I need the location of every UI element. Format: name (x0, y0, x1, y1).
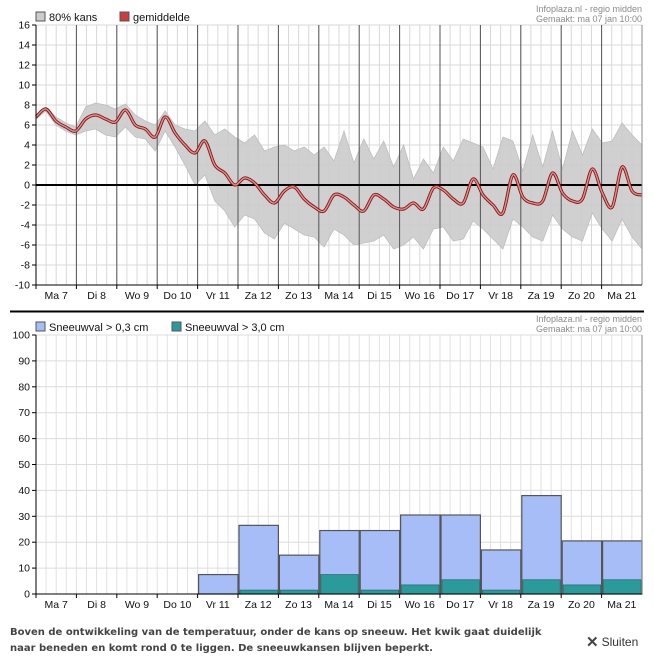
snow-x-day-label: Zo 13 (285, 599, 312, 611)
snow-legend-light-swatch (35, 321, 46, 332)
snow-x-day-label: Ma 21 (607, 599, 636, 611)
snow-x-day-label: Ma 14 (324, 599, 353, 611)
snow-bar-heavy (360, 589, 400, 595)
temp-plot (34, 25, 643, 285)
snow-x-day-label: Ma 7 (45, 599, 69, 611)
temp-y-tick-label: -6 (21, 240, 30, 252)
snow-bar-heavy (320, 574, 359, 595)
snow-x-day-label: Wo 16 (405, 599, 435, 611)
temp-x-day-label: Ma 14 (324, 290, 353, 302)
temp-x-day-label: Di 15 (367, 290, 392, 302)
snow-bar-heavy (239, 589, 278, 595)
temp-y-tick-label: -2 (21, 200, 30, 212)
temp-y-tick-label: -4 (21, 220, 30, 232)
snow-bar-light (278, 554, 320, 595)
snow-bar-heavy (441, 579, 480, 595)
snow-x-day-label: Di 15 (367, 599, 392, 611)
temp-x-day-label: Ma 7 (45, 290, 69, 302)
snow-legend-heavy-label: Sneeuwval > 3,0 cm (185, 322, 284, 334)
snow-y-tick-label: 30 (18, 511, 30, 523)
caption-text: Boven de ontwikkeling van de temperatuur… (10, 627, 542, 654)
temp-y-tick-label: 2 (24, 160, 30, 172)
temp-y-tick-label: 8 (24, 100, 30, 112)
temp-x-day-label: Za 12 (245, 290, 272, 302)
snow-bar-light (480, 549, 522, 595)
snow-bar-heavy (603, 579, 642, 595)
snow-bar-heavy (401, 584, 440, 595)
snow-y-tick-label: 40 (18, 485, 30, 497)
snow-chart: Sneeuwval > 0,3 cm Sneeuwval > 3,0 cm In… (12, 314, 643, 611)
temp-y-tick-label: -10 (15, 280, 30, 292)
snow-x-day-label: Wo 9 (125, 599, 149, 611)
temp-x-axis: Ma 7 Di 8 Wo 9 Do 10 Vr 11 Za 12 Zo 13 Ma 14 Di … (35, 284, 642, 302)
snow-credit-date: Gemaakt: ma 07 jan 10:00 (536, 324, 642, 334)
snow-x-day-label: Do 10 (163, 599, 191, 611)
temperature-chart: 80% kans gemiddelde Infoplaza.nl - regio… (15, 4, 643, 302)
snow-y-tick-label: 50 (18, 459, 30, 471)
temp-mean-line (35, 108, 643, 215)
snow-y-tick-label: 70 (18, 407, 30, 419)
snow-y-tick-label: 80 (18, 381, 30, 393)
temp-credit-source: Infoplaza.nl - regio midden (536, 4, 642, 14)
temp-y-tick-label: 6 (24, 120, 30, 132)
snow-y-tick-label: 10 (18, 563, 30, 575)
temp-y-axis: 16 14 12 10 8 6 4 2 0 -2 -4 -6 -8 -10 (15, 20, 643, 292)
temp-y-tick-label: -8 (21, 260, 30, 272)
temp-y-tick-label: 14 (18, 40, 30, 52)
temp-x-day-label: Vr 11 (206, 290, 230, 302)
snow-x-day-label: Di 8 (87, 599, 106, 611)
snow-legend-light-label: Sneeuwval > 0,3 cm (49, 322, 148, 334)
snow-x-axis: Ma 7 Di 8 Wo 9 Do 10 Vr 11 Za 12 Zo 13 Ma 14 Di … (35, 593, 642, 611)
snow-y-tick-label: 0 (24, 589, 30, 601)
temp-y-tick-label: 10 (18, 80, 30, 92)
close-icon: ✕ (586, 634, 599, 651)
temp-legend-band-swatch (35, 11, 46, 22)
temp-y-tick-label: 12 (18, 60, 30, 72)
close-label: Sluiten (601, 635, 639, 649)
snow-bar-heavy (562, 584, 602, 595)
snow-y-tick-label: 100 (12, 330, 30, 342)
temp-x-day-label: Do 10 (163, 290, 191, 302)
temp-x-day-label: Do 17 (446, 290, 474, 302)
snow-x-day-label: Vr 18 (488, 599, 513, 611)
snow-plot (198, 494, 643, 595)
close-button[interactable]: ✕ Sluiten (586, 633, 638, 651)
snow-x-day-label: Do 17 (446, 599, 474, 611)
temp-x-day-label: Di 8 (87, 290, 106, 302)
temp-x-day-label: Zo 20 (568, 290, 595, 302)
temp-x-day-label: Wo 16 (405, 290, 435, 302)
temp-legend-mean-swatch (119, 11, 130, 22)
snow-bar-light (359, 529, 401, 595)
snow-y-tick-label: 20 (18, 537, 30, 549)
snow-credit-source: Infoplaza.nl - regio midden (536, 314, 642, 324)
snow-legend-heavy-swatch (171, 321, 182, 332)
temp-x-day-label: Ma 21 (607, 290, 636, 302)
temp-x-day-label: Za 19 (528, 290, 555, 302)
snow-bar-heavy (279, 589, 319, 595)
snow-x-day-label: Za 19 (528, 599, 555, 611)
snow-bar-heavy (522, 579, 561, 595)
temp-legend-mean-label: gemiddelde (133, 12, 190, 24)
snow-y-tick-label: 60 (18, 433, 30, 445)
snow-x-day-label: Vr 11 (206, 599, 230, 611)
temp-credit-date: Gemaakt: ma 07 jan 10:00 (536, 14, 642, 24)
temp-x-day-label: Wo 9 (125, 290, 149, 302)
snow-bar-heavy (481, 589, 521, 595)
snow-bar-light (521, 494, 562, 595)
temp-x-day-label: Vr 18 (488, 290, 513, 302)
temp-legend-band-label: 80% kans (49, 12, 98, 24)
snow-bar-light (400, 514, 441, 595)
temp-x-day-label: Zo 13 (285, 290, 312, 302)
snow-x-day-label: Zo 20 (568, 599, 595, 611)
temp-y-tick-label: 16 (18, 20, 30, 32)
snow-y-tick-label: 90 (18, 355, 30, 367)
temp-y-tick-label: 0 (24, 180, 30, 192)
snow-bar-light (198, 573, 239, 595)
temp-y-tick-label: 4 (24, 140, 30, 152)
snow-bar-light (238, 524, 280, 595)
snow-x-day-label: Za 12 (245, 599, 272, 611)
